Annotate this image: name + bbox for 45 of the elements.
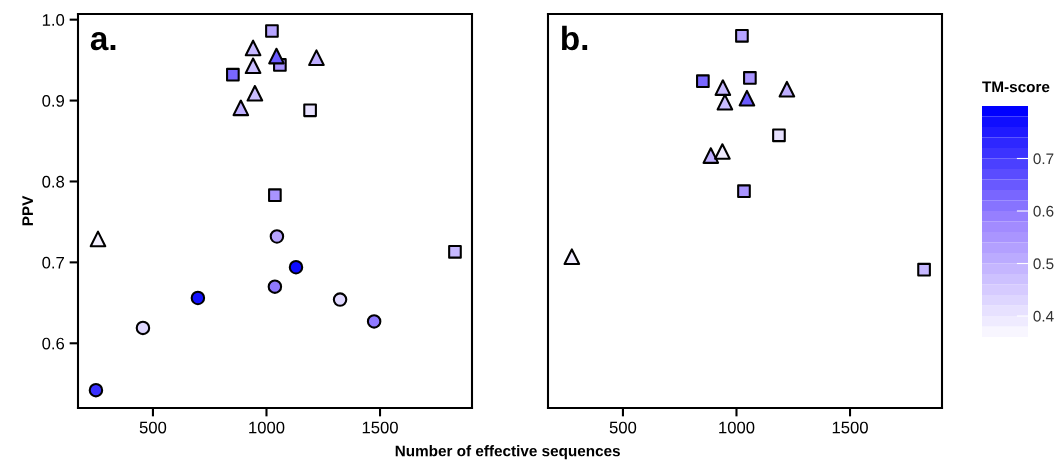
color-bar-label: 0.6 (1033, 205, 1054, 217)
x-tick-label: 500 (609, 421, 637, 434)
x-tick-label: 1500 (362, 421, 398, 434)
y-tick-label: 0.7 (42, 256, 64, 269)
point (917, 262, 931, 277)
point (268, 47, 285, 65)
point (737, 184, 751, 199)
point (714, 79, 732, 96)
color-bar-label: 0.7 (1033, 153, 1054, 165)
x-tick-label: 1000 (249, 421, 285, 434)
point (268, 188, 282, 203)
chart-title: b. (562, 25, 588, 51)
point (308, 49, 325, 67)
point (702, 147, 720, 164)
point (696, 74, 710, 88)
x-tick-label: 1500 (832, 421, 868, 434)
point (772, 128, 786, 143)
point (778, 80, 796, 98)
point (265, 24, 279, 38)
point (226, 67, 240, 82)
y-tick-label: 0.8 (42, 175, 65, 188)
y-tick-label: 0.6 (42, 337, 65, 350)
point (743, 71, 757, 85)
point (735, 28, 749, 43)
point (448, 245, 462, 259)
point (716, 93, 734, 111)
point (563, 248, 581, 266)
color-bar-label: 0.4 (1033, 310, 1054, 322)
point (246, 84, 264, 102)
color-bar-title: TM-score (982, 81, 1050, 93)
point (303, 103, 317, 118)
point (89, 230, 107, 248)
point (244, 57, 262, 75)
x-axis-title: Number of effective sequences (395, 445, 620, 460)
point (738, 89, 756, 107)
y-tick-label: 0.9 (42, 94, 65, 107)
color-bar-label: 0.5 (1033, 258, 1054, 270)
y-tick-label: 1.0 (42, 14, 65, 26)
point (714, 143, 731, 160)
point (232, 99, 250, 117)
chart-title: a. (90, 32, 116, 51)
x-tick-label: 500 (139, 421, 167, 434)
x-tick-label: 1000 (719, 421, 755, 434)
point (244, 39, 262, 57)
y-axis-title: PPV (22, 195, 33, 226)
